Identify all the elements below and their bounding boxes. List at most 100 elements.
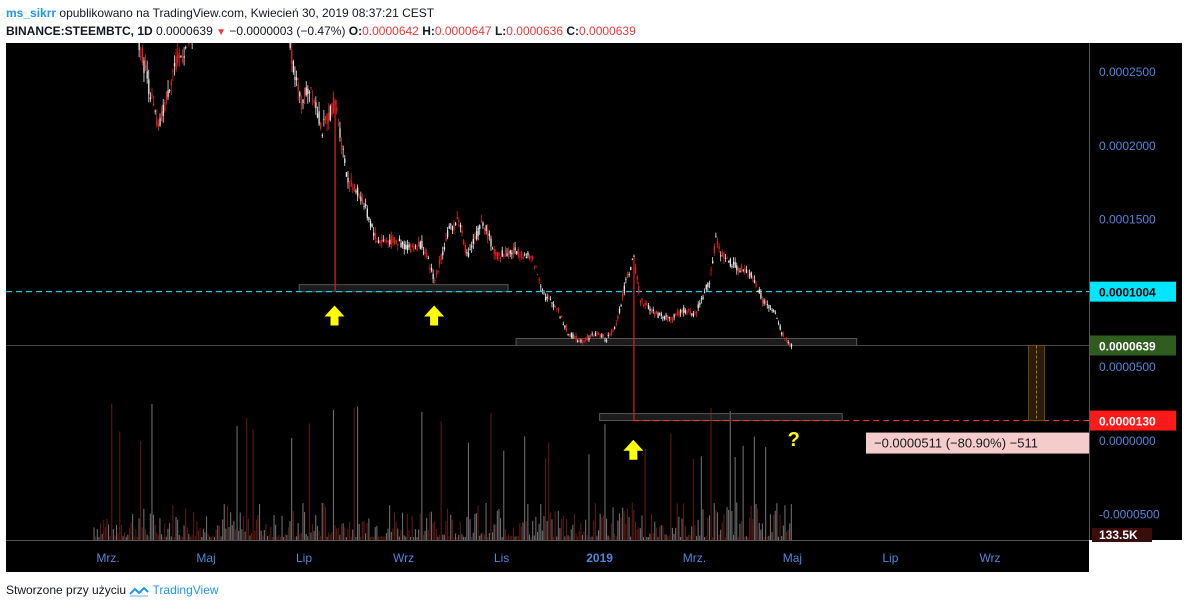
measure-label: −0.0000511 (−80.90%) −511 bbox=[874, 436, 1038, 451]
candle-body bbox=[776, 317, 778, 319]
volume-tag-box bbox=[1092, 528, 1152, 542]
candle-body bbox=[655, 311, 658, 315]
candle-body bbox=[188, 43, 190, 45]
tradingview-link[interactable]: TradingView bbox=[152, 583, 219, 597]
candle-body bbox=[567, 333, 569, 335]
x-tick-label: Maj bbox=[783, 551, 802, 565]
volume-bar bbox=[758, 522, 760, 540]
volume-bar bbox=[251, 533, 253, 540]
volume-bar bbox=[128, 528, 130, 540]
author-link[interactable]: ms_sikrr bbox=[6, 6, 57, 20]
volume-bar bbox=[689, 535, 691, 540]
question-mark-annotation: ? bbox=[788, 429, 800, 451]
volume-bar bbox=[429, 512, 431, 540]
volume-bar bbox=[519, 523, 521, 540]
volume-bar bbox=[630, 536, 632, 540]
candle-body bbox=[736, 265, 738, 271]
candle-body bbox=[785, 339, 788, 341]
candle-body bbox=[474, 236, 476, 239]
volume-bar bbox=[541, 530, 543, 540]
candle-body bbox=[536, 274, 539, 276]
volume-bar bbox=[745, 536, 747, 540]
volume-bar bbox=[636, 529, 638, 540]
candle-body bbox=[644, 303, 646, 306]
volume-bar bbox=[480, 533, 482, 540]
candle-body bbox=[480, 220, 483, 222]
volume-bar bbox=[387, 528, 389, 540]
candle-body bbox=[421, 240, 423, 248]
candle-body bbox=[520, 252, 523, 256]
volume-bar bbox=[456, 537, 458, 540]
volume-bar bbox=[728, 510, 730, 540]
volume-bar bbox=[755, 504, 757, 540]
volume-bar bbox=[498, 509, 500, 540]
candle-body bbox=[178, 55, 180, 59]
volume-bar bbox=[588, 454, 590, 540]
volume-bar bbox=[585, 519, 587, 540]
volume-bar bbox=[559, 528, 561, 540]
volume-bar bbox=[397, 528, 399, 540]
volume-bar bbox=[553, 536, 555, 540]
volume-bar bbox=[369, 537, 371, 540]
volume-bar bbox=[365, 533, 367, 540]
volume-bar bbox=[729, 411, 731, 540]
volume-bar bbox=[782, 525, 784, 540]
candle-body bbox=[634, 267, 637, 274]
candle-body bbox=[451, 225, 454, 231]
candle-body bbox=[506, 253, 508, 257]
candlestick-chart[interactable]: ? −0.0000511 (−80.90%) −511 0.0002500 0.000… bbox=[6, 43, 1182, 572]
candle-body bbox=[360, 196, 362, 202]
candle-body bbox=[172, 70, 174, 72]
volume-bar bbox=[763, 537, 765, 540]
volume-bars bbox=[93, 403, 792, 540]
volume-bar bbox=[549, 512, 551, 540]
candle-body bbox=[591, 333, 593, 335]
candle-body bbox=[302, 99, 304, 103]
candle-body bbox=[525, 256, 528, 258]
volume-bar bbox=[149, 513, 151, 540]
volume-bar bbox=[477, 505, 479, 540]
candle-body bbox=[789, 342, 791, 345]
candle-body bbox=[610, 330, 613, 335]
candle-body bbox=[782, 334, 785, 337]
volume-bar bbox=[252, 429, 254, 540]
volume-bar bbox=[347, 528, 349, 540]
volume-bar bbox=[223, 504, 225, 540]
volume-bar bbox=[667, 536, 669, 540]
candle-body bbox=[337, 123, 340, 125]
candle-body bbox=[467, 252, 470, 257]
volume-bar bbox=[716, 512, 718, 540]
volume-bar bbox=[485, 503, 487, 540]
candle-body bbox=[323, 119, 325, 121]
candle-body bbox=[668, 317, 670, 319]
volume-bar bbox=[299, 534, 301, 540]
candle-body bbox=[151, 94, 153, 97]
candle-body bbox=[498, 252, 500, 256]
candle-body bbox=[381, 239, 383, 243]
volume-bar bbox=[688, 535, 690, 540]
candle-body bbox=[700, 298, 703, 300]
volume-bar bbox=[180, 535, 182, 540]
volume-bar bbox=[214, 537, 216, 540]
up-arrow-icon bbox=[623, 439, 644, 460]
candle-body bbox=[339, 128, 341, 138]
volume-bar bbox=[789, 523, 791, 540]
volume-bar bbox=[108, 524, 110, 540]
volume-bar bbox=[191, 534, 193, 540]
candle-body bbox=[310, 86, 312, 88]
price-change: −0.0000003 (−0.47%) bbox=[229, 24, 346, 38]
volume-bar bbox=[779, 514, 781, 540]
volume-bar bbox=[344, 527, 346, 540]
candle-body bbox=[427, 257, 430, 259]
candle-body bbox=[578, 340, 581, 343]
volume-bar bbox=[543, 516, 545, 540]
volume-bar bbox=[169, 523, 171, 540]
volume-bar bbox=[318, 531, 320, 540]
volume-bar bbox=[447, 508, 449, 540]
volume-bar bbox=[112, 529, 114, 540]
candle-body bbox=[745, 269, 748, 273]
volume-bar bbox=[771, 532, 773, 540]
volume-bar bbox=[300, 532, 302, 540]
volume-bar bbox=[710, 407, 712, 540]
chart-area[interactable]: ? −0.0000511 (−80.90%) −511 0.0002500 0.000… bbox=[6, 43, 1182, 572]
